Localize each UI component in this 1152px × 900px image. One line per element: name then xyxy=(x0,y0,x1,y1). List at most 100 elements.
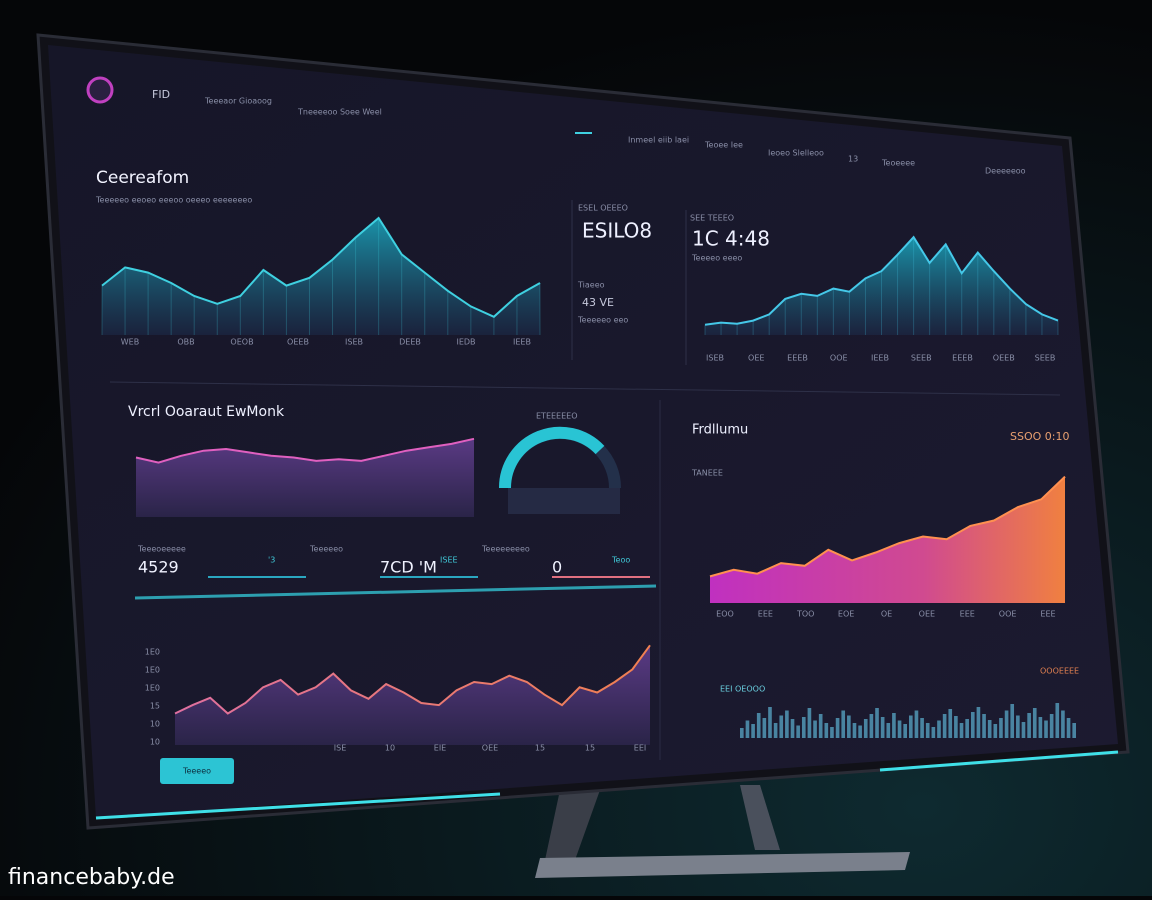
x-tick-label: SEEB xyxy=(911,354,932,363)
trend-note: Teeeeo eeeo xyxy=(691,254,742,263)
x-tick-label: OOE xyxy=(999,610,1017,619)
nav-item[interactable]: Teoeeee xyxy=(881,159,915,168)
bar xyxy=(869,714,874,738)
bar xyxy=(914,710,919,738)
panel-title: Ceereafom xyxy=(96,168,189,188)
panel-label: TANEEE xyxy=(691,469,723,478)
bars-label: EEI OEOOO xyxy=(720,685,765,694)
bar xyxy=(1032,708,1037,738)
bar xyxy=(779,715,784,738)
area xyxy=(175,645,650,745)
nav-item[interactable]: Tneeeeoo Soee Weel xyxy=(297,108,382,117)
y-tick-label: 15 xyxy=(150,702,160,711)
kpi-value: 0 xyxy=(552,558,562,577)
bar xyxy=(920,718,924,738)
watermark: financebaby.de xyxy=(8,865,175,890)
x-tick-label: EIE xyxy=(434,744,446,753)
bar xyxy=(909,715,913,738)
bar xyxy=(841,710,846,738)
stand-neck xyxy=(740,785,780,850)
bar xyxy=(824,723,829,738)
bar xyxy=(852,723,857,738)
bar xyxy=(796,725,800,738)
bar xyxy=(790,719,795,738)
progress xyxy=(134,584,657,600)
bar xyxy=(1061,710,1065,738)
bar xyxy=(1072,723,1076,738)
x-tick-label: EEEB xyxy=(952,354,973,363)
bars-note: OOOEEEE xyxy=(1040,667,1079,676)
trend-value: 1C 4:48 xyxy=(692,227,770,251)
kpi-label: Teeeoeeeee xyxy=(137,545,186,554)
bar xyxy=(1066,718,1071,738)
bar xyxy=(987,720,992,738)
x-tick-label: OEE xyxy=(748,354,764,363)
nav-item[interactable]: Teoee Iee xyxy=(704,141,743,150)
x-tick-label: OOE xyxy=(830,354,848,363)
kpi-unit: ISEE xyxy=(440,556,458,565)
bar xyxy=(1004,710,1009,738)
bar xyxy=(982,714,986,738)
line xyxy=(704,235,1059,326)
x-tick-label: EEE xyxy=(758,610,773,619)
x-tick-label: EEI xyxy=(634,744,646,753)
y-tick-label: 1E0 xyxy=(145,684,160,693)
bar xyxy=(1010,704,1015,738)
x-tick-label: OEOB xyxy=(230,338,253,347)
trend-label: SEE TEEEO xyxy=(690,214,734,223)
y-tick-label: 1E0 xyxy=(145,648,160,657)
x-tick-label: DEEB xyxy=(399,338,421,347)
bar xyxy=(1021,722,1026,738)
button[interactable] xyxy=(160,758,234,784)
x-tick-label: EEE xyxy=(960,610,975,619)
bar xyxy=(847,715,851,738)
bar xyxy=(762,718,767,738)
bar xyxy=(970,712,975,738)
y-tick-label: 10 xyxy=(150,738,160,747)
x-tick-label: EOE xyxy=(838,610,854,619)
nav-item[interactable]: Deeeeeoo xyxy=(985,167,1026,176)
bar xyxy=(993,724,998,738)
bar xyxy=(880,717,885,738)
x-tick-label: EEEB xyxy=(787,354,808,363)
x-tick-label: OEE xyxy=(482,744,498,753)
bar xyxy=(835,718,840,738)
y-tick-label: 1E0 xyxy=(145,666,160,675)
bar xyxy=(807,708,812,738)
nav-item[interactable]: Teeeaor Gioaoog xyxy=(204,97,272,106)
screen-glow xyxy=(95,792,501,820)
area xyxy=(710,476,1065,603)
logo xyxy=(86,76,114,104)
line xyxy=(709,475,1066,578)
nav-item[interactable]: Ieoeo Slelleoo xyxy=(768,149,824,158)
bar xyxy=(863,719,868,738)
bar xyxy=(1016,715,1020,738)
area xyxy=(705,237,1058,335)
x-tick-label: OEE xyxy=(919,610,935,619)
x-tick-label: TOO xyxy=(796,610,814,619)
gauge-base xyxy=(508,488,620,514)
x-tick-label: 15 xyxy=(585,744,595,753)
area xyxy=(136,438,474,517)
area xyxy=(102,218,540,335)
bar xyxy=(756,713,761,738)
line xyxy=(174,644,651,715)
nav-item[interactable]: 13 xyxy=(848,155,858,164)
x-tick-label: OBB xyxy=(177,338,194,347)
bar xyxy=(875,708,879,738)
panel-value: SSOO 0:10 xyxy=(1010,430,1069,443)
bar xyxy=(948,709,953,738)
y-tick-label: 10 xyxy=(150,720,160,729)
bar xyxy=(745,720,750,738)
divider xyxy=(109,381,1061,396)
button-label[interactable]: Teeeeo xyxy=(182,767,211,776)
x-tick-label: EOO xyxy=(716,610,734,619)
nav-item[interactable]: Inmeel eiib laei xyxy=(628,136,689,145)
bar xyxy=(751,724,755,738)
kpi-value: 7CD 'M xyxy=(380,558,437,577)
x-tick-label: ISE xyxy=(334,744,347,753)
bar xyxy=(959,723,964,738)
bar xyxy=(785,710,789,738)
x-tick-label: EEE xyxy=(1040,610,1055,619)
x-tick-label: IEEB xyxy=(513,338,531,347)
